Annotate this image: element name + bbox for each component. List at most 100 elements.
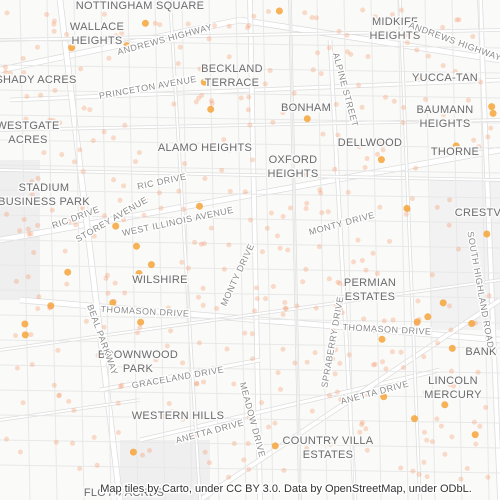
dot bbox=[478, 79, 484, 85]
dot bbox=[477, 423, 483, 429]
neighborhood-label: WILSHIRE bbox=[132, 274, 188, 286]
dot bbox=[77, 466, 83, 472]
dot bbox=[112, 280, 118, 286]
minor-road bbox=[0, 439, 500, 449]
dot bbox=[260, 249, 265, 255]
dot bbox=[101, 129, 107, 135]
dot bbox=[179, 259, 185, 265]
dot bbox=[275, 7, 283, 15]
neighborhood-label: MERCURY bbox=[424, 389, 482, 401]
dot bbox=[424, 437, 430, 443]
dot bbox=[363, 267, 369, 273]
dot bbox=[326, 45, 332, 51]
dot bbox=[278, 386, 283, 392]
dot bbox=[77, 147, 83, 153]
dot bbox=[348, 51, 354, 57]
dot bbox=[186, 432, 192, 438]
dot bbox=[206, 460, 212, 466]
dot bbox=[24, 93, 30, 99]
dot bbox=[336, 28, 342, 34]
dot bbox=[91, 434, 97, 440]
dot bbox=[335, 279, 341, 285]
dot bbox=[168, 328, 174, 334]
dot bbox=[447, 197, 453, 203]
dot bbox=[17, 449, 23, 455]
road bbox=[0, 29, 500, 41]
dot bbox=[264, 225, 270, 231]
dot bbox=[291, 90, 297, 96]
dot bbox=[429, 439, 435, 445]
dot bbox=[95, 352, 101, 358]
dot bbox=[403, 204, 411, 212]
dot bbox=[330, 356, 336, 362]
dot bbox=[271, 442, 279, 450]
dot bbox=[447, 303, 452, 309]
minor-road bbox=[0, 39, 500, 49]
dot bbox=[422, 429, 427, 435]
dot bbox=[21, 331, 29, 339]
dot bbox=[303, 115, 311, 123]
dot bbox=[337, 306, 343, 312]
dot bbox=[47, 117, 53, 123]
dot bbox=[238, 95, 244, 101]
dot bbox=[224, 346, 230, 352]
dot bbox=[28, 231, 34, 237]
dot bbox=[44, 12, 50, 17]
dot bbox=[345, 89, 351, 95]
road bbox=[0, 399, 141, 421]
dot bbox=[436, 392, 442, 398]
dot bbox=[191, 433, 197, 439]
dot bbox=[80, 205, 86, 211]
dot bbox=[135, 330, 141, 336]
dot bbox=[364, 447, 370, 453]
dot bbox=[198, 241, 204, 247]
dot bbox=[327, 393, 332, 399]
dot bbox=[332, 371, 338, 377]
dot bbox=[52, 88, 58, 93]
dot bbox=[20, 56, 26, 61]
dot bbox=[212, 23, 217, 29]
dot bbox=[94, 462, 100, 468]
neighborhood-label: TERRACE bbox=[205, 77, 260, 89]
dot bbox=[313, 15, 319, 21]
dot bbox=[413, 318, 421, 326]
dot bbox=[14, 365, 20, 371]
neighborhood-label: WESTGATE bbox=[0, 120, 60, 132]
dot bbox=[226, 54, 232, 60]
dot bbox=[439, 299, 447, 307]
minor-road bbox=[0, 464, 500, 474]
neighborhood-label: YUCCA-TAN bbox=[412, 72, 478, 84]
minor-road bbox=[0, 214, 500, 224]
dot bbox=[375, 136, 381, 142]
dot bbox=[199, 93, 205, 98]
dot bbox=[248, 217, 254, 223]
dot bbox=[49, 207, 55, 213]
dot bbox=[175, 61, 181, 67]
dot bbox=[399, 7, 404, 13]
dot bbox=[83, 198, 89, 204]
dot bbox=[196, 340, 202, 346]
dot bbox=[202, 176, 208, 181]
dot bbox=[254, 296, 260, 302]
dot bbox=[250, 157, 256, 163]
dot bbox=[51, 21, 57, 27]
dot bbox=[246, 466, 252, 472]
neighborhood-label: ESTATES bbox=[345, 291, 396, 303]
dot bbox=[111, 135, 116, 141]
dot bbox=[380, 147, 386, 153]
neighborhood-label: HEIGHTS bbox=[420, 118, 471, 130]
dot bbox=[208, 225, 214, 231]
dot bbox=[118, 384, 123, 390]
dot bbox=[365, 54, 371, 59]
dot bbox=[51, 18, 57, 24]
dot bbox=[434, 416, 440, 422]
dot bbox=[31, 122, 37, 128]
dot bbox=[70, 440, 75, 446]
dot bbox=[201, 379, 207, 385]
dot bbox=[333, 347, 339, 353]
dot bbox=[280, 214, 286, 219]
dot bbox=[325, 209, 331, 215]
dot bbox=[475, 369, 481, 375]
dot bbox=[185, 21, 191, 27]
dot bbox=[68, 44, 76, 52]
